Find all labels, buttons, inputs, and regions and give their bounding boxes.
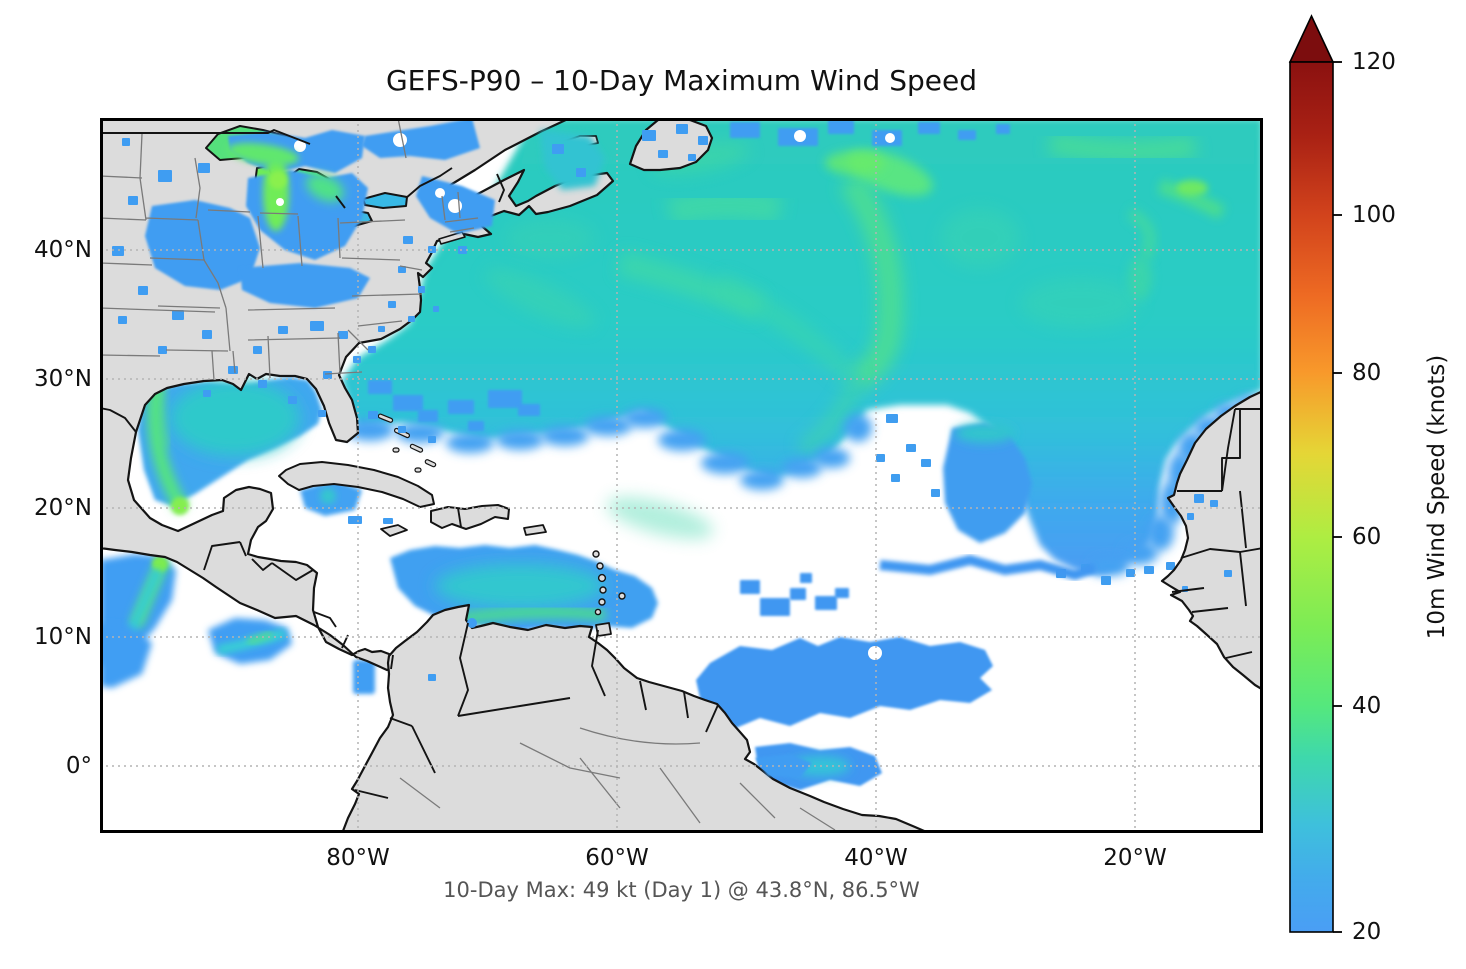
colorbar-extend-arrow xyxy=(1288,14,1335,63)
colorbar-tick-120: 120 xyxy=(1352,49,1396,75)
colorbar xyxy=(1288,14,1342,933)
colorbar-gradient xyxy=(1289,61,1334,933)
map-panel xyxy=(100,118,1263,833)
colorbar-tick-20: 20 xyxy=(1352,919,1382,945)
x-tick-40w: 40°W xyxy=(844,845,908,871)
wind-patch-central-atlantic xyxy=(943,423,1032,543)
colorbar-tickmarks xyxy=(1333,61,1342,933)
colorbar-tick-40: 40 xyxy=(1352,693,1382,719)
wind-field-gulf xyxy=(138,377,322,515)
y-tick-40n: 40°N xyxy=(34,237,92,263)
land-cuba xyxy=(278,461,435,508)
land-africa xyxy=(1160,389,1263,692)
x-tick-60w: 60°W xyxy=(585,845,649,871)
plot-title: GEFS-P90 – 10-Day Maximum Wind Speed xyxy=(385,64,978,97)
land-jamaica xyxy=(380,524,408,537)
land-lesser-antilles xyxy=(592,550,626,616)
land-puerto-rico xyxy=(523,524,547,536)
y-tick-10n: 10°N xyxy=(34,624,92,650)
max-annotation: 10-Day Max: 49 kt (Day 1) @ 43.8°N, 86.5… xyxy=(443,878,920,902)
y-tick-30n: 30°N xyxy=(34,366,92,392)
wind-field-pacific xyxy=(100,554,375,694)
colorbar-axis-label: 10m Wind Speed (knots) xyxy=(1424,354,1450,640)
wind-field-overland xyxy=(112,118,1232,778)
map-canvas xyxy=(100,118,1263,833)
land-long-island xyxy=(438,231,466,245)
lake-ontario xyxy=(362,192,408,209)
map-frame-border xyxy=(100,118,1263,833)
country-borders xyxy=(100,129,1263,799)
x-tick-20w: 20°W xyxy=(1103,845,1167,871)
colorbar-tick-100: 100 xyxy=(1352,202,1396,228)
colorbar-tick-80: 80 xyxy=(1352,360,1382,386)
y-tick-0: 0° xyxy=(65,753,92,779)
wind-green-streaks xyxy=(485,132,1226,540)
y-tick-20n: 20°N xyxy=(34,495,92,521)
x-tick-80w: 80°W xyxy=(326,845,390,871)
colorbar-tick-60: 60 xyxy=(1352,524,1382,550)
state-borders xyxy=(100,118,836,831)
land-south-america xyxy=(341,603,932,833)
wind-field-itcz xyxy=(696,554,1097,790)
